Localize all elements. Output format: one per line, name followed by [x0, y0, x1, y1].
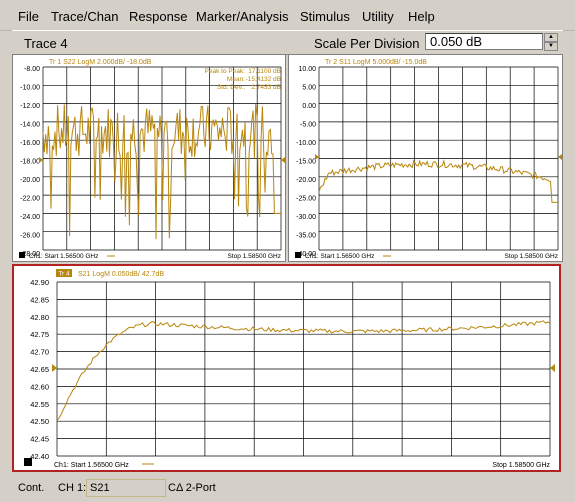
s22-plot: -8.00 -10.00 -12.00 -14.00 -16.00 -18.00…	[19, 59, 285, 260]
menu-stimulus[interactable]: Stimulus	[300, 9, 350, 24]
trace-title: S21 LogM 0.050dB/ 42.7dB	[78, 271, 164, 278]
status-bar: Cont. CH 1: S21 CΔ 2-Port	[0, 475, 575, 502]
menu-marker-analysis[interactable]: Marker/Analysis	[196, 9, 289, 24]
grid	[56, 281, 551, 457]
spin-down-icon[interactable]: ▼	[544, 42, 558, 51]
stats-panel: Peak to Peak: 17.1100 dB Mean: -15.4132 …	[205, 68, 281, 91]
y-tick: -8.00	[24, 66, 40, 73]
y-tick: 42.75	[30, 330, 49, 339]
start-label: Ch1: Start 1.56500 GHz	[54, 462, 129, 469]
menu-bar: File Trace/Chan Response Marker/Analysis…	[0, 0, 575, 31]
trace-line	[318, 159, 558, 203]
reference-marker-right-icon	[281, 157, 285, 163]
sweep-mode: Cont.	[18, 482, 45, 494]
scale-per-division-label: Scale Per Division	[314, 36, 420, 51]
reference-marker-left-icon	[52, 364, 57, 372]
trace-line	[56, 320, 551, 421]
active-trace-badge	[56, 269, 72, 277]
y-tick: 42.40	[30, 452, 49, 461]
reference-marker-right-icon	[550, 364, 555, 372]
menu-help[interactable]: Help	[408, 9, 435, 24]
stat-label: Std. Dev.:	[217, 84, 245, 91]
y-tick: -20.00	[20, 177, 40, 184]
y-tick: 42.65	[30, 365, 49, 374]
y-tick: -16.00	[20, 140, 40, 147]
active-trace-label: Trace 4	[24, 36, 68, 51]
stat-value: -15.4132 dB	[246, 76, 281, 83]
grid	[318, 66, 559, 251]
y-tick: -24.00	[20, 214, 40, 221]
y-tick: -10.00	[20, 85, 40, 92]
stop-label: Stop 1.58500 GHz	[228, 253, 281, 260]
y-tick: -40.00	[296, 251, 316, 258]
stat-label: Mean:	[227, 76, 245, 83]
y-tick: -22.00	[20, 196, 40, 203]
y-tick: -14.00	[20, 122, 40, 129]
y-tick: 42.80	[30, 313, 49, 322]
y-tick: -35.00	[296, 233, 316, 240]
start-label: Ch1: Start 1.56500 GHz	[29, 253, 98, 260]
scale-per-division-input[interactable]: 0.050 dB	[425, 33, 543, 50]
s21-plot: 42.90 42.85 42.80 42.75 42.70 42.65 42.6…	[24, 269, 555, 469]
y-axis-ticks: -8.00 -10.00 -12.00 -14.00 -16.00 -18.00…	[20, 66, 40, 258]
y-tick: 42.60	[30, 382, 49, 391]
trace-title: Tr 2 S11 LogM 5.000dB/ -15.0dB	[325, 59, 427, 66]
y-tick: -5.00	[300, 122, 316, 129]
stop-label: Stop 1.58500 GHz	[505, 253, 558, 260]
calibration-status: CΔ 2-Port	[168, 482, 216, 494]
channel-indicator-icon	[19, 252, 25, 258]
y-tick: 42.85	[30, 295, 49, 304]
measurement-param: S21	[90, 482, 110, 494]
y-tick: -25.00	[296, 196, 316, 203]
spin-up-icon[interactable]: ▲	[544, 33, 558, 42]
menu-response[interactable]: Response	[129, 9, 188, 24]
y-tick: 5.00	[302, 85, 316, 92]
y-tick: -18.00	[20, 159, 40, 166]
y-tick: -28.00	[20, 251, 40, 258]
entry-toolbar: Trace 4 Scale Per Division 0.050 dB ▲ ▼	[12, 30, 563, 55]
y-tick: 42.50	[30, 417, 49, 426]
trace-title: Tr 1 S22 LogM 2.000dB/ -18.0dB	[49, 59, 152, 66]
y-tick: 42.45	[30, 435, 49, 444]
y-tick: 42.90	[30, 278, 49, 287]
channel-indicator-icon	[24, 458, 32, 466]
y-tick: -10.00	[296, 140, 316, 147]
menu-utility[interactable]: Utility	[362, 9, 394, 24]
channel-label: CH 1:	[58, 482, 87, 494]
y-tick: 0.00	[302, 103, 316, 110]
start-label: Ch1: Start 1.56500 GHz	[305, 253, 374, 260]
trace-badge-label: Tr 4	[58, 271, 70, 278]
stat-value: 2.7453 dB	[251, 84, 281, 91]
y-tick: -15.00	[296, 159, 316, 166]
y-axis-ticks: 42.90 42.85 42.80 42.75 42.70 42.65 42.6…	[30, 278, 49, 461]
trace-window-s21[interactable]: 42.90 42.85 42.80 42.75 42.70 42.65 42.6…	[12, 264, 561, 472]
y-tick: -20.00	[296, 177, 316, 184]
y-tick: 10.00	[298, 66, 316, 73]
reference-marker-left-icon	[39, 157, 43, 163]
y-axis-ticks: 10.00 5.00 0.00 -5.00 -10.00 -15.00 -20.…	[296, 66, 316, 258]
measurement-param-box[interactable]: S21	[86, 479, 166, 497]
reference-marker-left-icon	[315, 154, 319, 160]
reference-marker-right-icon	[558, 154, 562, 160]
trace-window-s22[interactable]: -8.00 -10.00 -12.00 -14.00 -16.00 -18.00…	[12, 54, 286, 262]
channel-indicator-icon	[295, 252, 301, 258]
menu-trace-chan[interactable]: Trace/Chan	[51, 9, 119, 24]
stop-label: Stop 1.58500 GHz	[492, 462, 550, 469]
y-tick: 42.70	[30, 348, 49, 357]
y-tick: -12.00	[20, 103, 40, 110]
s11-plot: 10.00 5.00 0.00 -5.00 -10.00 -15.00 -20.…	[295, 59, 562, 260]
trace-line	[42, 103, 281, 240]
stat-value: 17.1100 dB	[248, 68, 281, 75]
menu-file[interactable]: File	[18, 9, 39, 24]
y-tick: -26.00	[20, 233, 40, 240]
stat-label: Peak to Peak:	[205, 68, 246, 75]
trace-window-s11[interactable]: 10.00 5.00 0.00 -5.00 -10.00 -15.00 -20.…	[288, 54, 563, 262]
y-tick: 42.55	[30, 400, 49, 409]
y-tick: -30.00	[296, 214, 316, 221]
